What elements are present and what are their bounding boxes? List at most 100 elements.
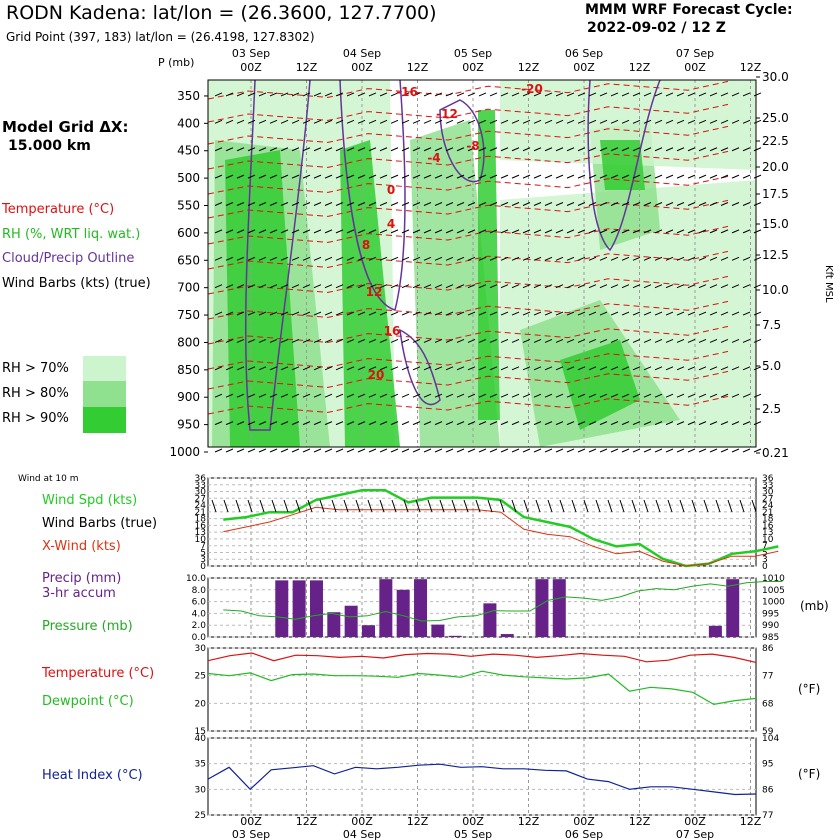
wind-barb-685 — [742, 448, 751, 453]
wind-barb-610 — [687, 311, 696, 316]
wind-barb-195 — [357, 448, 366, 453]
precip-bar — [448, 635, 462, 637]
wind-barb-568 — [654, 311, 663, 316]
wind-barb-481 — [588, 229, 597, 234]
wind-barb-218 — [379, 311, 388, 316]
wind-barb-269 — [423, 174, 432, 179]
wind-barb-517 — [610, 448, 619, 453]
wind-barb-17 — [225, 174, 234, 179]
cloud-outline-2 — [439, 99, 485, 183]
wind-barb-680 — [742, 311, 751, 316]
wind-barb-333 — [467, 393, 476, 398]
surface-wind-barb — [283, 499, 289, 513]
wind-barb-96 — [280, 421, 289, 426]
wind-barb-15 — [225, 119, 234, 124]
wind-barb-560 — [654, 92, 663, 97]
wind-barb-601 — [676, 448, 685, 453]
wind-barb-558 — [643, 421, 652, 426]
wind-barb-251 — [401, 448, 410, 453]
wind-barb-238 — [401, 92, 410, 97]
wind-barb-416 — [533, 366, 542, 371]
wind-barb-456 — [566, 311, 575, 316]
wind-barb-115 — [302, 174, 311, 179]
wind-barb-385 — [511, 284, 520, 289]
wind-barb-577 — [665, 174, 674, 179]
wind-barb-313 — [456, 229, 465, 234]
wind-barb-583 — [665, 338, 674, 343]
wind-barb-667 — [731, 338, 740, 343]
wind-barb-368 — [500, 202, 509, 206]
wind-barb-366 — [500, 147, 509, 152]
wind-barb-641 — [709, 393, 718, 398]
wind-barb-381 — [511, 174, 520, 179]
wind-barb-405 — [522, 448, 531, 453]
surface-wind-barb — [619, 499, 625, 513]
wind-barb-370 — [500, 256, 509, 261]
wind-barb-109 — [291, 393, 300, 398]
wind-barb-692 — [753, 256, 762, 261]
wind-barb-171 — [346, 174, 355, 179]
wind-barb-11 — [214, 393, 223, 398]
wind-barb-625 — [698, 338, 707, 343]
wind-barb-612 — [687, 366, 696, 371]
precip-bar — [327, 612, 341, 637]
wind-barb-223 — [379, 448, 388, 453]
wind-barb-340 — [478, 202, 487, 206]
wind-barb-556 — [643, 366, 652, 371]
wind-barb-567 — [654, 284, 663, 289]
wind-panel-ytick: 7 — [200, 542, 206, 552]
wind-barb-263 — [412, 393, 421, 398]
wind-barb-586 — [665, 421, 674, 426]
wind-barb-40 — [236, 421, 245, 426]
temperature-contour-label: -4 — [427, 151, 440, 165]
surface-wind-barb — [475, 499, 481, 513]
wind-barb-277 — [423, 393, 432, 398]
precip-bar — [414, 579, 428, 637]
temp-panel-ytick: 20 — [195, 699, 207, 709]
wind-barb-59 — [258, 174, 267, 179]
temp-panel-y2tick: 77 — [762, 672, 773, 682]
wind-barb-354 — [489, 202, 498, 206]
surface-wind-barb — [691, 499, 697, 513]
forecast-cycle-label: MMM WRF Forecast Cycle: — [585, 2, 793, 18]
wind-barb-300 — [445, 256, 454, 261]
wind-barb-589 — [676, 119, 685, 124]
wind-barb-18 — [225, 202, 234, 206]
wind-barb-338 — [478, 147, 487, 152]
wind-barb-326 — [467, 202, 476, 206]
wind-barb-513 — [610, 338, 619, 343]
wind-barb-224 — [390, 92, 399, 97]
wind-barb-201 — [368, 229, 377, 234]
wind-barb-293 — [434, 448, 443, 453]
wind-barb-442 — [555, 311, 564, 316]
wind-barb-337 — [478, 119, 487, 124]
pressure-tick-label: 350 — [177, 89, 200, 103]
surface-wind-barb — [535, 499, 541, 513]
wind-panel-y2tick: 36 — [762, 474, 774, 484]
legend-rh: RH (%, WRT liq. wat.) — [2, 227, 141, 242]
wind-barb-452 — [566, 202, 575, 206]
precip-bar — [379, 579, 393, 637]
wind-panel-y2tick: 7 — [762, 542, 768, 552]
wind-barb-114 — [302, 147, 311, 152]
wind-barb-341 — [478, 229, 487, 234]
wind-series-xwindkts — [223, 506, 779, 567]
wind-barb-411 — [533, 229, 542, 234]
wind-barb-32 — [236, 202, 245, 206]
wind-barb-433 — [544, 448, 553, 453]
wind-barb-198 — [368, 147, 377, 152]
wind-barb-2 — [214, 147, 223, 152]
wind-barb-233 — [390, 338, 399, 343]
wind-barb-418 — [533, 421, 542, 426]
wind-barb-222 — [379, 421, 388, 426]
pressure-tick-label: 800 — [177, 335, 200, 349]
wind-panel-ytick: 36 — [195, 474, 207, 484]
legend-cloud-outline: Cloud/Precip Outline — [2, 251, 135, 266]
wind-barb-167 — [335, 448, 344, 453]
wind-barb-443 — [555, 338, 564, 343]
bottom-hour-label: 00Z — [351, 815, 373, 828]
wind-barb-687 — [753, 119, 762, 124]
wind-barb-482 — [588, 256, 597, 261]
wind-barb-587 — [665, 448, 674, 453]
wind-barb-339 — [478, 174, 487, 179]
